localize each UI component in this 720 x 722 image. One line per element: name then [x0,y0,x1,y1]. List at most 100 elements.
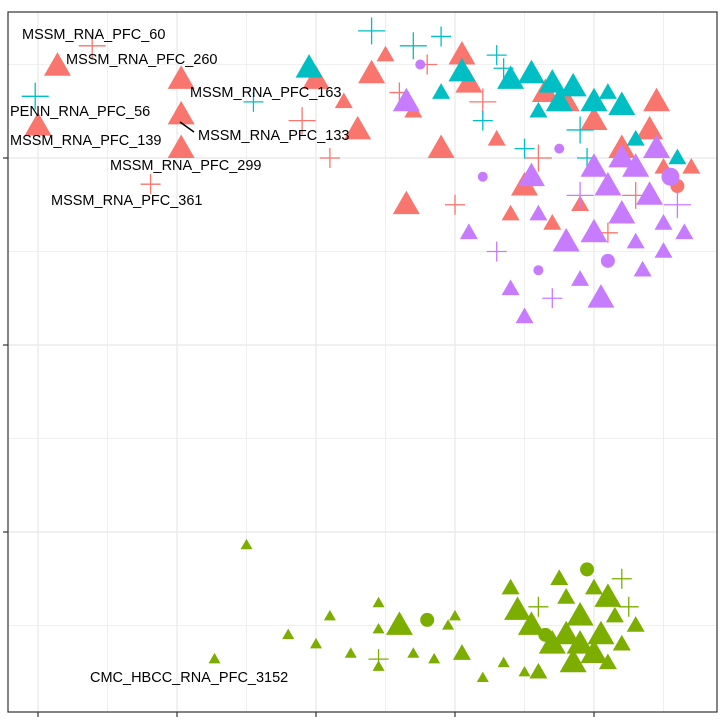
group1-triangle-point [636,115,664,140]
group4-triangle-point [552,620,580,645]
group1-triangle-point [334,92,353,109]
group3-plus-point [566,181,594,209]
group3-triangle-point [626,232,645,249]
group4-triangle-point [372,596,385,608]
group4-plus-point [528,596,549,617]
group3-triangle-point [643,134,671,159]
group3-plus-point [542,288,563,309]
group4-triangle-point [282,628,295,640]
group2-triangle-point [626,129,645,146]
group2-triangle-point [529,101,548,118]
group2-plus-point [358,17,386,45]
group4-triangle-point [208,652,221,664]
group4-triangle-point [501,578,520,595]
group3-triangle-point [608,143,636,168]
group4-triangle-point [550,569,569,586]
group2-triangle-point [559,72,587,97]
group3-triangle-point [580,218,608,243]
group3-triangle-point [501,279,520,296]
group3-triangle-point [529,204,548,221]
group2-triangle-point [497,65,525,89]
group1-triangle-point [543,214,562,230]
group4-triangle-point [557,588,576,604]
group4-triangle-point [344,647,357,658]
group4-plus-point [611,568,632,589]
group3-triangle-point [633,260,652,277]
point-label: MSSM_RNA_PFC_163 [190,85,342,101]
group4-triangle-point [428,652,441,664]
group2-plus-point [243,91,264,112]
group4-triangle-point [323,609,336,621]
group3-triangle-point [654,242,673,258]
group4-triangle-point [626,616,645,632]
group2-plus-point [21,82,49,110]
group3-triangle-point [622,153,650,177]
group1-triangle-point [487,129,506,146]
point-labels: MSSM_RNA_PFC_60 MSSM_RNA_PFC_260 MSSM_RNA_… [10,27,350,686]
point-label: MSSM_RNA_PFC_133 [198,128,350,144]
group2-triangle-point [580,87,608,112]
group3-triangle-point [517,162,545,187]
group3-triangle-point [515,307,534,324]
group2-plus-point [472,110,493,131]
group1-triangle-point [580,106,608,130]
group3-triangle-point [594,171,622,196]
group4-triangle-point [476,671,489,683]
group4-triangle-point [594,583,622,607]
group1-plus-point [288,107,316,135]
group1-triangle-point [167,134,195,159]
group2-plus-point [566,116,594,144]
point-label: MSSM_RNA_PFC_361 [51,193,203,209]
group2-plus-point [514,138,535,159]
group4-triangle-point [310,637,322,649]
group4-triangle-point [449,609,461,621]
point-label: PENN_RNA_PFC_56 [10,104,150,120]
group3-circle-point [477,171,488,182]
group1-plus-point [140,174,161,195]
group2-triangle-point [608,91,636,116]
group2-plus-point [493,58,514,79]
group4-plus-point [368,649,389,670]
group3-triangle-point [608,200,636,224]
group4-triangle-point [585,578,603,595]
data-points [21,17,701,683]
group1-triangle-point [344,115,372,140]
group3-triangle-point [459,223,478,240]
group4-triangle-point [504,596,532,620]
group1-triangle-point [501,204,520,221]
group4-triangle-point [538,630,566,654]
group3-triangle-point [654,214,673,230]
group4-triangle-point [385,611,413,635]
group2-triangle-point [545,87,573,112]
group2-triangle-point [448,57,476,82]
point-label: MSSM_RNA_PFC_139 [10,133,162,149]
group4-triangle-point [605,606,624,623]
group2-triangle-point [432,83,451,99]
group1-plus-point [319,148,340,168]
group4-triangle-point [497,656,510,668]
group3-plus-point [486,241,507,262]
group2-triangle-point [598,83,617,99]
group1-triangle-point [392,190,420,215]
group2-triangle-point [517,59,545,84]
group3-circle-point [533,265,544,276]
group3-triangle-point [587,284,615,308]
group4-triangle-point [598,653,617,670]
group3-triangle-point [571,270,590,286]
group1-triangle-point [682,157,701,174]
group4-triangle-point [559,648,587,673]
group3-circle-point [661,167,680,186]
panel-border [7,11,718,713]
group3-plus-point [663,191,691,219]
group4-triangle-point [517,611,545,635]
group3-triangle-point [636,181,664,205]
label-leader-line [179,121,195,133]
group4-circle-point [580,562,595,577]
group4-triangle-point [452,644,471,660]
group1-triangle-point [43,52,71,76]
group4-triangle-point [566,602,594,626]
group4-triangle-point [240,538,253,550]
group2-triangle-point [668,148,687,165]
group1-plus-point [445,194,465,215]
